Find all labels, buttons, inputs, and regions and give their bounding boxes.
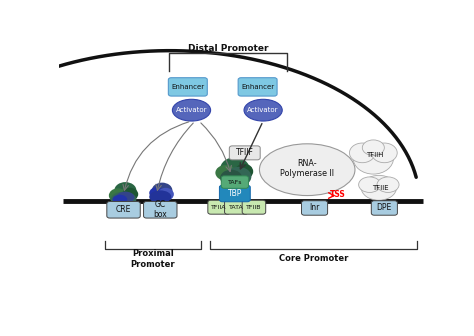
FancyBboxPatch shape bbox=[144, 202, 177, 218]
Ellipse shape bbox=[116, 192, 135, 203]
FancyBboxPatch shape bbox=[301, 201, 328, 215]
Ellipse shape bbox=[152, 183, 173, 198]
Text: CRE: CRE bbox=[116, 205, 131, 214]
Ellipse shape bbox=[149, 187, 164, 199]
Text: TAFs: TAFs bbox=[228, 180, 242, 184]
Text: GC
box: GC box bbox=[154, 200, 167, 219]
Text: Distal Promoter: Distal Promoter bbox=[188, 44, 268, 52]
Text: TFIIE: TFIIE bbox=[373, 185, 389, 191]
Ellipse shape bbox=[112, 195, 127, 204]
Text: TATA: TATA bbox=[229, 205, 244, 210]
FancyBboxPatch shape bbox=[242, 200, 266, 214]
Text: TFIIH: TFIIH bbox=[366, 153, 384, 159]
FancyBboxPatch shape bbox=[168, 78, 207, 96]
Ellipse shape bbox=[226, 167, 251, 186]
Ellipse shape bbox=[244, 99, 282, 121]
Text: TFIIA: TFIIA bbox=[211, 205, 227, 210]
Ellipse shape bbox=[362, 140, 384, 156]
Ellipse shape bbox=[220, 170, 242, 186]
FancyBboxPatch shape bbox=[107, 202, 140, 218]
Text: TSS: TSS bbox=[329, 190, 345, 199]
Ellipse shape bbox=[122, 188, 138, 201]
Ellipse shape bbox=[349, 143, 375, 163]
Text: Core Promoter: Core Promoter bbox=[279, 254, 348, 263]
Ellipse shape bbox=[109, 188, 127, 203]
FancyBboxPatch shape bbox=[238, 78, 277, 96]
Text: Enhancer: Enhancer bbox=[171, 84, 204, 90]
Ellipse shape bbox=[361, 175, 396, 200]
FancyBboxPatch shape bbox=[229, 146, 260, 160]
Ellipse shape bbox=[353, 142, 393, 174]
FancyBboxPatch shape bbox=[221, 176, 248, 188]
Text: Proximal
Promoter: Proximal Promoter bbox=[131, 249, 175, 269]
FancyBboxPatch shape bbox=[371, 201, 397, 215]
FancyBboxPatch shape bbox=[219, 185, 250, 202]
Text: Inr: Inr bbox=[310, 204, 320, 212]
Ellipse shape bbox=[359, 177, 381, 193]
Ellipse shape bbox=[110, 192, 137, 207]
Ellipse shape bbox=[377, 177, 399, 193]
Ellipse shape bbox=[215, 165, 236, 180]
Text: DPE: DPE bbox=[377, 204, 392, 212]
Ellipse shape bbox=[158, 188, 174, 201]
Ellipse shape bbox=[259, 144, 355, 196]
Ellipse shape bbox=[372, 143, 397, 163]
FancyBboxPatch shape bbox=[208, 200, 230, 214]
Text: Enhancer: Enhancer bbox=[241, 84, 274, 90]
Text: TBP: TBP bbox=[228, 189, 242, 198]
FancyBboxPatch shape bbox=[225, 200, 248, 214]
Text: Activator: Activator bbox=[247, 107, 279, 113]
Ellipse shape bbox=[235, 164, 253, 179]
Ellipse shape bbox=[220, 157, 249, 180]
Ellipse shape bbox=[149, 191, 171, 203]
Text: Activator: Activator bbox=[176, 107, 207, 113]
Text: TFIIF: TFIIF bbox=[236, 149, 254, 157]
Ellipse shape bbox=[114, 182, 137, 199]
Text: TFIIB: TFIIB bbox=[246, 205, 262, 210]
Text: RNA-
Polymerase II: RNA- Polymerase II bbox=[280, 159, 334, 178]
Ellipse shape bbox=[173, 99, 210, 121]
